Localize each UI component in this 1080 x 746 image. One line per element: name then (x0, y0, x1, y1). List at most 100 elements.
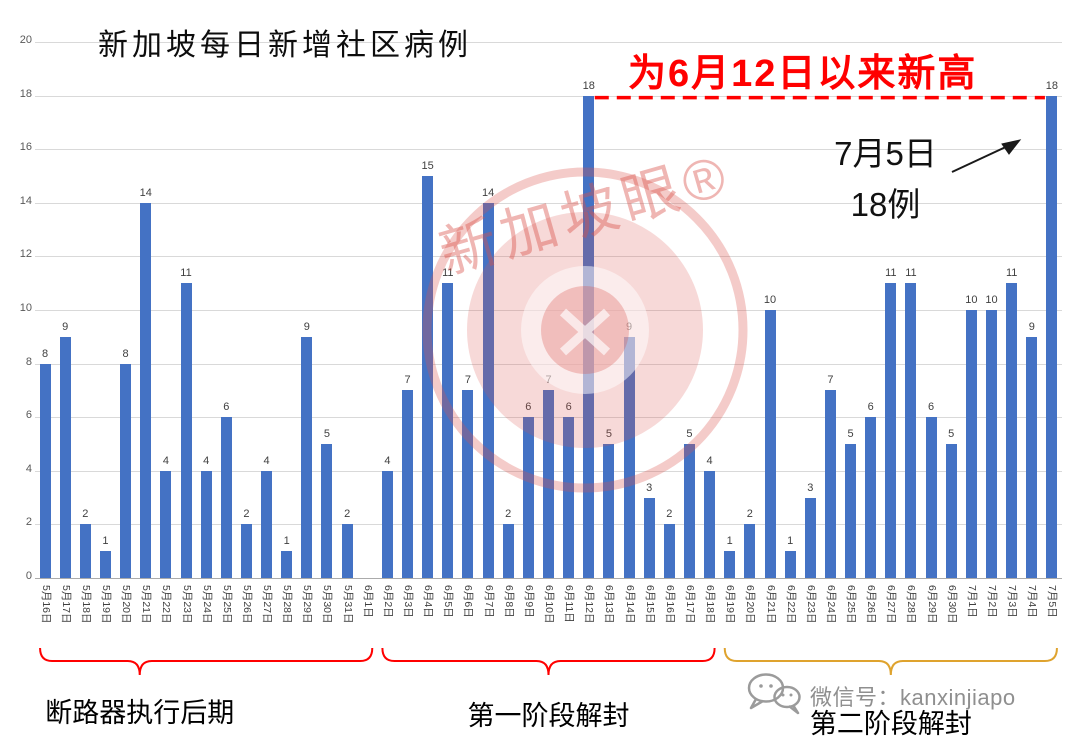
bar-value-label: 6 (928, 401, 935, 414)
x-axis-tick: 6月9日 (522, 585, 535, 618)
x-axis-tick: 5月28日 (281, 585, 294, 624)
bar-value-label: 4 (263, 454, 270, 467)
bar-6月7日 (482, 202, 494, 578)
x-axis-tick: 5月20日 (120, 585, 133, 624)
x-axis-tick: 5月25日 (220, 585, 233, 624)
bar-5月26日 (240, 524, 252, 578)
bar-7月3日 (1006, 283, 1018, 578)
y-axis-tick: 18 (19, 87, 32, 100)
x-axis-tick: 6月5日 (442, 585, 455, 618)
bar-5月25日 (220, 417, 232, 578)
bar-value-label: 2 (82, 508, 89, 521)
bar-value-label: 9 (303, 320, 310, 333)
bar-value-label: 4 (203, 454, 210, 467)
bar-6月25日 (845, 444, 857, 578)
x-axis-tick: 5月18日 (79, 585, 92, 624)
bar-value-label: 5 (686, 428, 693, 440)
bar-5月19日 (99, 551, 111, 578)
x-axis-tick: 5月17日 (59, 585, 72, 624)
bar-7月4日 (1026, 336, 1038, 578)
x-axis-tick: 6月11日 (563, 585, 576, 623)
bar-5月29日 (301, 336, 313, 578)
bar-6月21日 (764, 310, 776, 578)
bar-value-label: 9 (62, 320, 69, 333)
callout-value: 18例 (850, 186, 921, 224)
bar-value-label: 4 (706, 454, 713, 467)
bar-value-label: 18 (1045, 79, 1059, 92)
bar-6月3日 (402, 390, 414, 578)
bar-value-label: 15 (421, 160, 434, 172)
bar-value-label: 1 (787, 535, 794, 548)
bar-7月5日 (1046, 95, 1058, 578)
bar-5月22日 (160, 470, 172, 578)
bar-6月17日 (683, 444, 695, 578)
bar-6月26日 (865, 417, 877, 578)
x-axis-tick: 6月2日 (381, 585, 394, 618)
x-axis-tick: 6月29日 (925, 585, 938, 624)
x-axis-tick: 7月1日 (965, 585, 978, 618)
x-axis-tick: 6月26日 (865, 585, 878, 624)
x-axis-tick: 5月31日 (341, 585, 354, 624)
x-axis-tick: 5月24日 (200, 585, 213, 624)
bar-value-label: 2 (666, 508, 673, 521)
bar-value-label: 10 (985, 294, 998, 306)
y-axis-tick: 12 (19, 248, 32, 261)
x-axis-tick: 6月25日 (845, 585, 858, 624)
bar-value-label: 7 (464, 374, 471, 387)
x-axis-tick: 6月16日 (663, 585, 676, 624)
bar-value-label: 3 (646, 481, 653, 494)
y-axis-tick: 20 (19, 34, 32, 46)
bar-7月2日 (986, 310, 998, 578)
bar-6月11日 (563, 417, 575, 578)
gridline (35, 42, 1062, 43)
bar-value-label: 2 (746, 508, 753, 521)
bar-6月10日 (543, 390, 554, 578)
bar-value-label: 7 (404, 374, 411, 387)
x-axis-tick: 7月4日 (1026, 585, 1039, 618)
bar-6月24日 (824, 390, 836, 578)
bar-6月12日 (583, 95, 595, 578)
x-axis-tick: 6月4日 (422, 585, 435, 618)
phase-label: 断路器执行后期 (45, 698, 235, 728)
y-axis-tick: 8 (25, 355, 32, 368)
bar-6月15日 (643, 497, 655, 578)
x-axis-tick: 5月22日 (160, 585, 173, 624)
bar-value-label: 2 (344, 508, 351, 521)
bar-5月18日 (79, 524, 91, 578)
x-axis-tick: 6月15日 (643, 585, 656, 624)
bar-5月28日 (281, 551, 293, 578)
bar-6月8日 (502, 524, 514, 578)
bar-value-label: 7 (545, 374, 552, 387)
bar-5月16日 (39, 363, 51, 578)
bar-value-label: 6 (565, 401, 572, 414)
x-axis-tick: 7月5日 (1046, 585, 1059, 618)
y-axis-tick: 10 (19, 302, 32, 314)
bar-6月14日 (623, 336, 635, 578)
y-axis-tick: 4 (25, 462, 32, 475)
x-axis-tick: 5月19日 (99, 585, 112, 624)
gridline (35, 149, 1062, 151)
bar-value-label: 4 (384, 454, 391, 467)
bar-value-label: 14 (139, 186, 152, 199)
bar-6月23日 (804, 497, 816, 578)
bar-6月18日 (704, 470, 716, 578)
bar-value-label: 11 (905, 267, 917, 280)
x-axis-tick: 6月23日 (804, 585, 817, 624)
bar-value-label: 8 (42, 347, 49, 360)
gridline (35, 202, 1062, 204)
y-axis-tick: 14 (19, 194, 32, 207)
x-axis-tick: 5月23日 (180, 585, 193, 624)
y-axis-tick: 2 (25, 516, 32, 529)
x-axis-tick: 7月2日 (986, 585, 999, 618)
bar-5月27日 (261, 470, 273, 578)
bar-value-label: 1 (726, 535, 733, 548)
x-axis-tick: 7月3日 (1006, 585, 1019, 618)
bar-value-label: 2 (243, 508, 250, 521)
wechat-footer: 微信号：kanxinjiapo (746, 672, 1016, 716)
bar-value-label: 5 (847, 428, 854, 440)
bar-6月5日 (442, 283, 454, 578)
bar-5月24日 (200, 470, 212, 578)
y-axis-tick: 0 (25, 570, 32, 582)
bar-6月9日 (522, 417, 534, 578)
bar-value-label: 11 (442, 267, 454, 280)
